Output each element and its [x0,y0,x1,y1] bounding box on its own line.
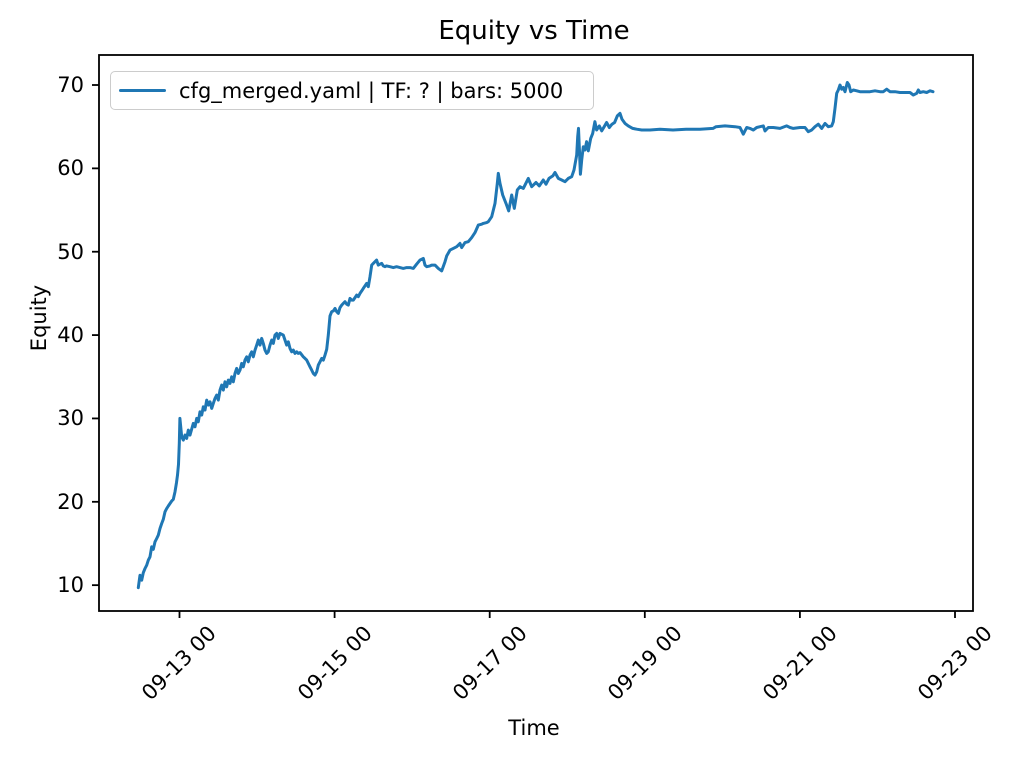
legend-line-sample [119,88,166,93]
y-tick-label: 40 [57,323,84,348]
chart-title: Equity vs Time [438,16,630,46]
y-tick-label: 70 [57,73,84,97]
y-tick-label: 10 [57,573,84,598]
y-tick-label: 60 [57,156,84,181]
axes-frame [98,54,974,612]
legend-label: cfg_merged.yaml | TF: ? | bars: 5000 [179,78,564,103]
legend-box: cfg_merged.yaml | TF: ? | bars: 5000 [110,71,594,110]
y-tick-label: 30 [57,406,84,431]
x-axis-label: Time [508,716,560,740]
equity-curve [136,81,935,590]
y-tick-label: 50 [57,239,84,264]
y-tick-label: 20 [57,489,84,514]
